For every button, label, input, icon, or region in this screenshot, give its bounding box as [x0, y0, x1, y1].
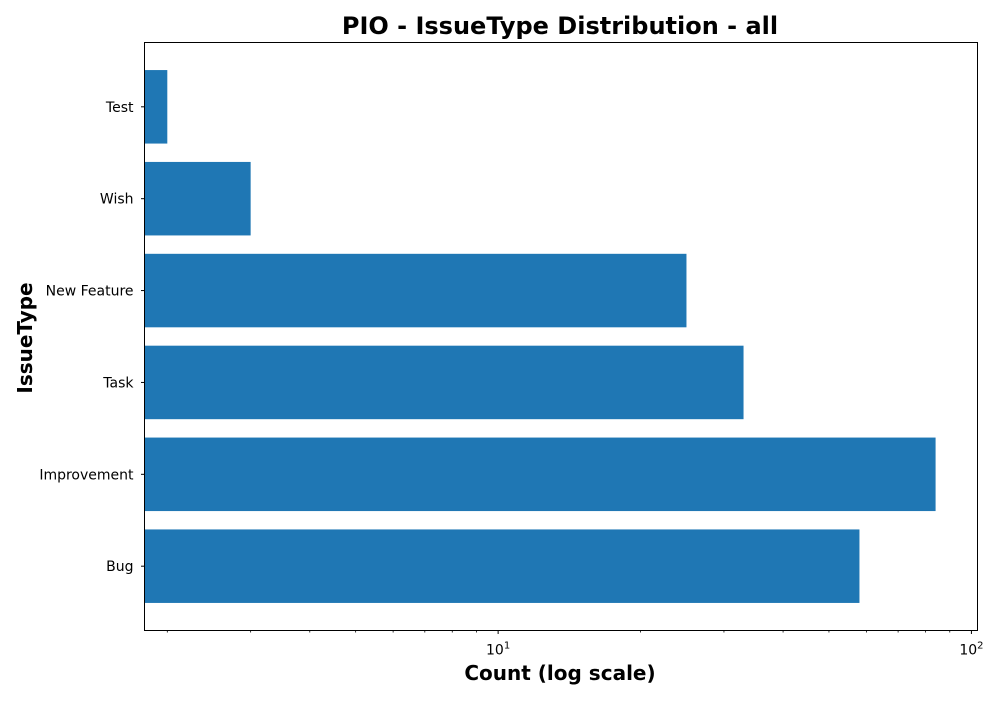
- x-axis-label: Count (log scale): [464, 661, 655, 685]
- y-axis-label: IssueType: [13, 282, 37, 393]
- bar: [144, 253, 687, 328]
- bar: [144, 345, 744, 420]
- bar: [144, 529, 860, 603]
- y-tick-label: New Feature: [46, 284, 134, 300]
- bar: [144, 70, 168, 144]
- y-axis-ticks: Bug Improvement Task New Feature Wish Test: [39, 100, 145, 575]
- x-axis-ticks: 101 102: [166, 630, 984, 659]
- y-tick-label: Task: [102, 375, 134, 391]
- y-tick-label: Bug: [106, 559, 133, 575]
- bar: [144, 437, 936, 512]
- x-tick-label: 101: [486, 641, 510, 659]
- x-tick-label: 102: [959, 641, 983, 659]
- bars-layer: [144, 70, 936, 603]
- y-tick-label: Improvement: [39, 467, 134, 483]
- chart-title: PIO - IssueType Distribution - all: [342, 12, 778, 40]
- plot-frame: [144, 42, 978, 631]
- bar: [144, 161, 251, 236]
- y-tick-label: Wish: [100, 192, 134, 208]
- y-tick-label: Test: [105, 100, 134, 116]
